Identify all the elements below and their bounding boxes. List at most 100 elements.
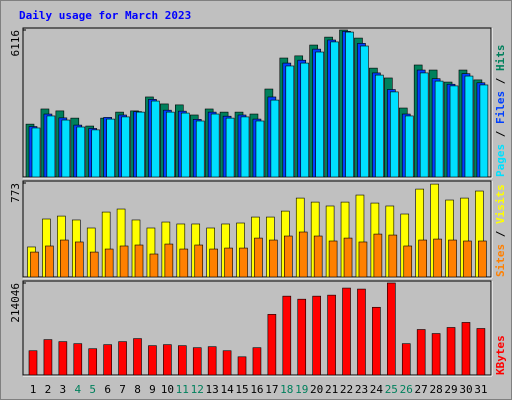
bar: [479, 84, 489, 178]
bar: [134, 244, 144, 278]
bar: [315, 51, 324, 178]
bar: [284, 235, 293, 278]
bar: [255, 120, 265, 178]
bar: [372, 306, 381, 376]
bar: [434, 80, 444, 178]
legend-separator: /: [494, 71, 507, 91]
bar: [327, 294, 336, 376]
x-tick-label: 3: [60, 383, 67, 396]
bar: [285, 65, 295, 178]
bar: [375, 74, 384, 178]
bar: [461, 322, 471, 376]
x-tick-label: 11: [176, 383, 189, 396]
bar: [267, 314, 277, 376]
bar: [390, 91, 399, 178]
bar: [224, 247, 233, 278]
bar: [269, 239, 278, 278]
legend-item: KBytes: [494, 335, 507, 375]
bar: [74, 241, 84, 278]
bar: [118, 341, 127, 376]
x-tick-label: 23: [355, 383, 368, 396]
bar: [61, 119, 71, 178]
bar: [106, 118, 115, 178]
legend-separator: /: [494, 124, 507, 144]
x-tick-label: 2: [45, 383, 52, 396]
bar: [179, 248, 189, 278]
bar: [330, 41, 339, 178]
y-tick-label: 214046: [9, 283, 22, 323]
bar: [28, 350, 38, 376]
x-tick-label: 10: [161, 383, 174, 396]
x-tick-label: 26: [400, 383, 413, 396]
bar: [207, 346, 217, 376]
bar: [222, 350, 232, 376]
legend-item: Sites: [494, 244, 507, 277]
bar: [60, 239, 69, 278]
x-tick-label: 16: [250, 383, 263, 396]
legend-item: Files: [494, 91, 507, 124]
bar: [209, 248, 218, 278]
bar: [401, 343, 411, 376]
x-tick-label: 4: [74, 383, 81, 396]
bar: [387, 282, 396, 376]
x-tick-label: 18: [280, 383, 293, 396]
bar: [136, 111, 145, 178]
bar: [30, 251, 39, 278]
x-tick-label: 28: [429, 383, 442, 396]
x-tick-label: 25: [385, 383, 398, 396]
bar: [297, 298, 307, 376]
x-tick-label: 17: [265, 383, 278, 396]
bar: [312, 295, 321, 376]
x-tick-label: 22: [340, 383, 353, 396]
bar: [270, 99, 280, 178]
x-tick-label: 20: [310, 383, 323, 396]
bar: [46, 115, 56, 178]
x-tick-label: 5: [89, 383, 96, 396]
bar: [149, 253, 159, 278]
bar: [151, 100, 160, 178]
bar: [404, 115, 414, 178]
bar: [449, 85, 459, 178]
bar: [76, 126, 86, 178]
y-tick-label: 6116: [9, 30, 22, 57]
bar: [416, 329, 426, 376]
x-tick-label: 19: [295, 383, 308, 396]
x-tick-label: 30: [459, 383, 472, 396]
bar: [237, 356, 247, 376]
bar: [240, 116, 250, 178]
legend-item: Hits: [494, 45, 507, 72]
bar: [104, 248, 114, 278]
bar: [166, 111, 175, 178]
bar: [89, 251, 99, 278]
bar: [58, 341, 68, 376]
bar: [418, 239, 427, 278]
bar: [419, 72, 429, 178]
bar: [358, 241, 368, 278]
bar: [192, 347, 202, 376]
bar: [446, 327, 456, 376]
bar: [463, 240, 472, 278]
bar: [373, 233, 383, 278]
x-tick-label: 21: [325, 383, 338, 396]
x-tick-label: 14: [220, 383, 234, 396]
bar: [210, 113, 220, 178]
bar: [31, 127, 41, 178]
bar: [148, 345, 157, 376]
bar: [225, 117, 235, 178]
bar: [252, 347, 262, 376]
bar: [103, 344, 112, 376]
bar: [328, 240, 338, 278]
bar: [239, 247, 248, 278]
legend: Pages / Files / Hits: [494, 45, 507, 178]
bar: [194, 244, 204, 278]
bar: [43, 339, 53, 376]
bar: [163, 344, 172, 376]
x-tick-label: 8: [134, 383, 141, 396]
x-tick-label: 1: [30, 383, 37, 396]
bar: [45, 245, 54, 278]
bar: [73, 343, 83, 376]
legend: Sites / Visits: [494, 184, 507, 277]
x-tick-label: 6: [104, 383, 111, 396]
y-tick-label: 773: [9, 183, 22, 203]
